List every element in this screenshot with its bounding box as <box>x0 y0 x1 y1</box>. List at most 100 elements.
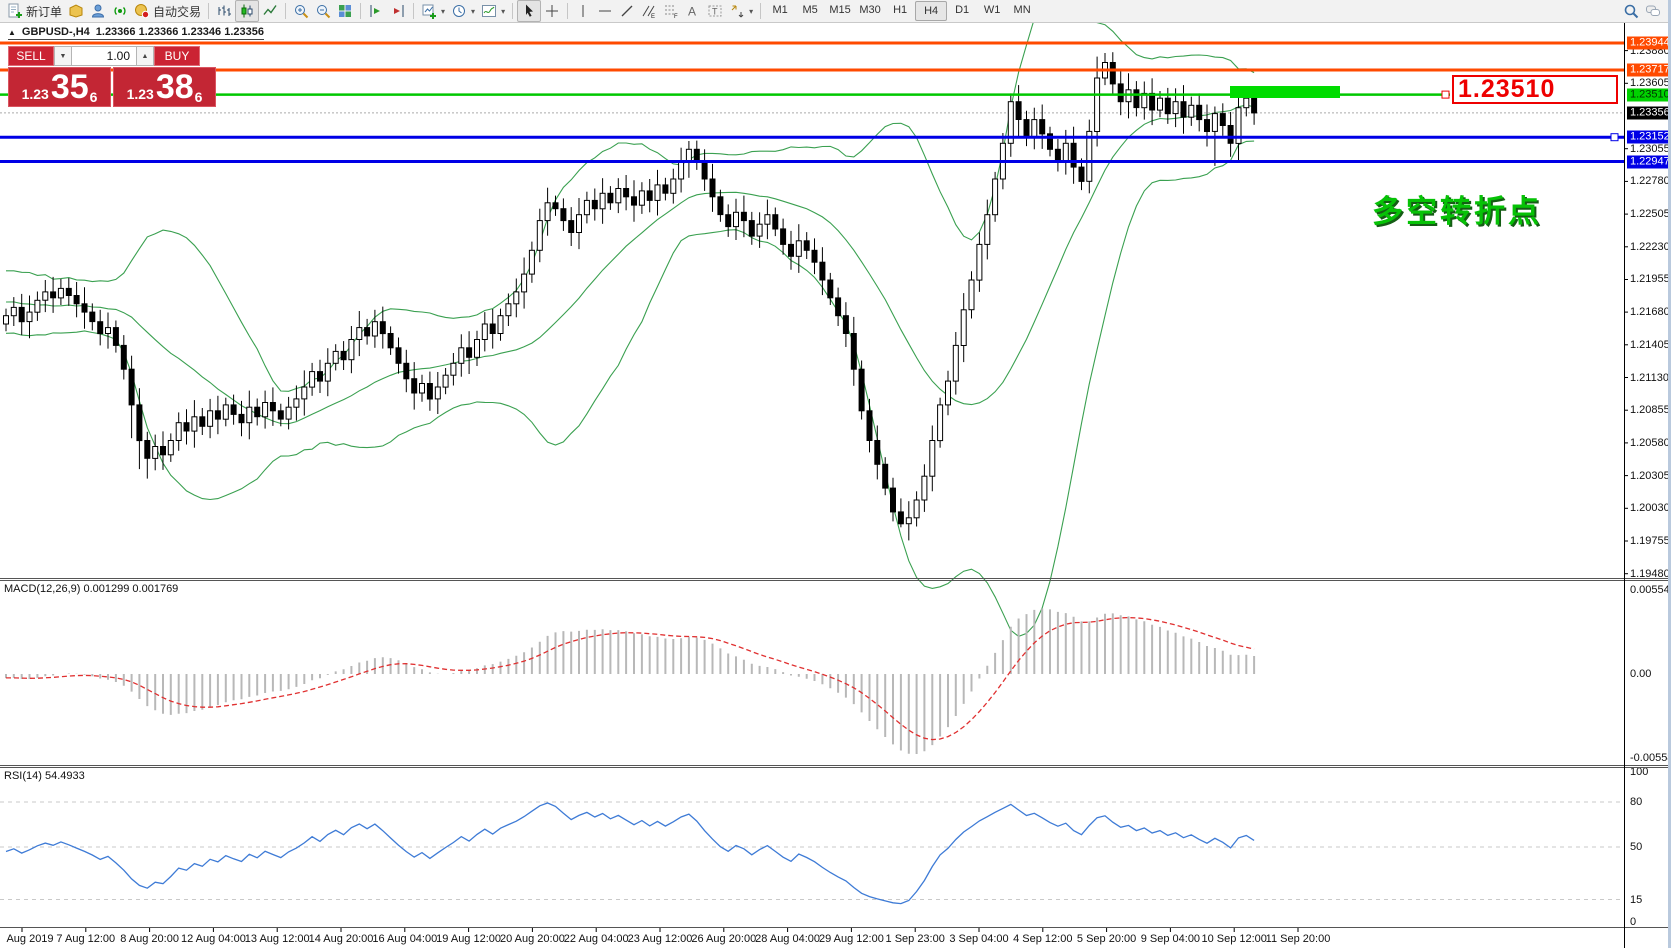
chinese-annotation[interactable]: 多空转折点 <box>1372 194 1542 229</box>
time-label: 29 Aug 12:00 <box>818 933 884 945</box>
toolbar-separator <box>760 3 762 19</box>
candlestick-chart-button[interactable] <box>235 0 260 22</box>
dropdown-caret: ▾ <box>471 6 476 16</box>
community-button[interactable] <box>87 1 109 21</box>
line-chart-button[interactable] <box>259 1 281 21</box>
toolbar-separator <box>567 3 569 19</box>
arrows-dropdown[interactable]: ▾ <box>726 1 756 21</box>
metaeditor-button[interactable] <box>65 1 87 21</box>
search-button[interactable] <box>1620 1 1642 21</box>
fibonacci-button[interactable]: F <box>660 1 682 21</box>
zoom-in-button[interactable] <box>290 1 312 21</box>
profiles-dropdown[interactable]: ▾ <box>448 1 478 21</box>
time-label: 26 Aug 20:00 <box>691 933 757 945</box>
price-tick: 1.23605 <box>1630 77 1670 90</box>
rsi-label: RSI(14) 54.4933 <box>4 770 85 782</box>
time-label: 16 Aug 04:00 <box>372 933 438 945</box>
price-tick: 1.21130 <box>1630 371 1669 384</box>
zoom-out-button[interactable] <box>312 1 334 21</box>
time-label: 20 Aug 20:00 <box>499 933 565 945</box>
zoom-out-icon <box>317 5 331 19</box>
sell-button[interactable]: SELL <box>8 46 54 66</box>
indicators-dropdown[interactable]: ▾ <box>478 1 508 21</box>
price-tick: 1.20030 <box>1630 502 1670 515</box>
symbol-period-label: GBPUSD-,H4 <box>21 26 90 38</box>
signals-button[interactable] <box>109 1 131 21</box>
price-badge-orange: 1.23717 <box>1627 63 1668 77</box>
autotrading-button[interactable]: 自动交易 <box>131 1 204 21</box>
macd-scale-label: 0.005543 <box>1630 584 1670 596</box>
timeframe-H4[interactable]: H4 <box>915 1 948 21</box>
volume-input[interactable]: 1.00 <box>72 46 136 66</box>
price-tick: 1.20580 <box>1630 436 1670 449</box>
crosshair-button[interactable] <box>541 1 563 21</box>
timeframe-H1[interactable]: H1 <box>893 4 908 16</box>
timeframe-MN[interactable]: MN <box>1013 4 1031 16</box>
new-chart-dropdown[interactable]: ▾ <box>418 1 448 21</box>
price-tag-label[interactable]: 1.23510 <box>1452 75 1618 104</box>
price-tick: 1.21680 <box>1630 306 1670 319</box>
trendline-button[interactable] <box>616 1 638 21</box>
horizontal-line-button[interactable] <box>594 1 616 21</box>
rsi-value: 54.4933 <box>44 770 85 782</box>
timeframe-M30[interactable]: M30 <box>859 4 881 16</box>
time-label: 23 Aug 12:00 <box>627 933 693 945</box>
price-badge-green: 1.23510 <box>1627 88 1668 102</box>
vertical-line-button[interactable] <box>572 1 594 21</box>
toolbar-separator <box>413 3 415 19</box>
trendline-icon <box>621 5 633 17</box>
line-chart-icon <box>263 5 277 15</box>
cursor-button[interactable] <box>517 0 542 22</box>
cursor-icon <box>526 4 534 17</box>
dropdown-caret: ▾ <box>441 6 446 16</box>
equidistant-channel-button[interactable]: E <box>638 1 660 21</box>
buy-price-button[interactable]: 1.23 38 6 <box>113 67 216 107</box>
buy-button[interactable]: BUY <box>154 46 200 66</box>
signals-icon <box>114 7 126 15</box>
price-tick: 1.19755 <box>1630 534 1670 547</box>
price-tick: 1.21405 <box>1630 338 1670 351</box>
timeframe-M15[interactable]: M15 <box>829 4 851 16</box>
price-tick: 1.22780 <box>1630 175 1670 188</box>
time-label: 8 Aug 20:00 <box>120 933 179 945</box>
volume-decrease-button[interactable]: ▼ <box>54 46 72 66</box>
horizontal-line-icon <box>599 10 612 12</box>
bar-chart-button[interactable] <box>213 1 235 21</box>
collapse-arrow-icon[interactable]: ▲ <box>8 27 16 37</box>
time-label: 13 Aug 12:00 <box>244 933 310 945</box>
chat-button[interactable] <box>1642 1 1664 21</box>
highlight-rectangle[interactable] <box>1230 86 1340 98</box>
text-button[interactable]: A <box>682 1 704 21</box>
time-label: 1 Sep 23:00 <box>885 933 945 945</box>
text-label-button[interactable]: T <box>704 1 726 21</box>
sell-price-button[interactable]: 1.23 35 6 <box>8 67 111 107</box>
toolbar-separator <box>512 3 514 19</box>
tile-windows-button[interactable] <box>334 1 356 21</box>
rsi-scale-label: 100 <box>1630 766 1649 778</box>
auto-scroll-button[interactable] <box>365 1 387 21</box>
toolbar-separator <box>208 3 210 19</box>
price-tick: 1.19480 <box>1630 567 1670 580</box>
equidistant-channel-icon: E <box>642 5 655 19</box>
macd-label: MACD(12,26,9) 0.001299 0.001769 <box>4 583 179 595</box>
timeframe-M1[interactable]: M1 <box>772 4 788 16</box>
new-order-button[interactable]: 新订单 <box>4 1 65 21</box>
time-label: 7 Aug 12:00 <box>56 933 116 945</box>
macd-scale-label: -0.005583 <box>1630 752 1668 764</box>
macd-values: 0.001299 0.001769 <box>83 583 179 595</box>
time-label: 19 Aug 12:00 <box>436 933 502 945</box>
time-label: 12 Aug 04:00 <box>180 933 246 945</box>
sell-price-point: 6 <box>89 89 98 105</box>
time-label: 28 Aug 04:00 <box>755 933 821 945</box>
text-icon: A <box>688 5 696 19</box>
dropdown-caret: ▾ <box>749 6 754 16</box>
bar-chart-icon <box>218 5 232 16</box>
timeframe-D1[interactable]: D1 <box>955 4 970 16</box>
timeframe-M5[interactable]: M5 <box>802 4 818 16</box>
volume-increase-button[interactable]: ▲ <box>136 46 154 66</box>
price-tick: 1.22505 <box>1630 208 1670 221</box>
chart-shift-button[interactable] <box>387 1 409 21</box>
timeframe-W1[interactable]: W1 <box>983 4 1001 16</box>
